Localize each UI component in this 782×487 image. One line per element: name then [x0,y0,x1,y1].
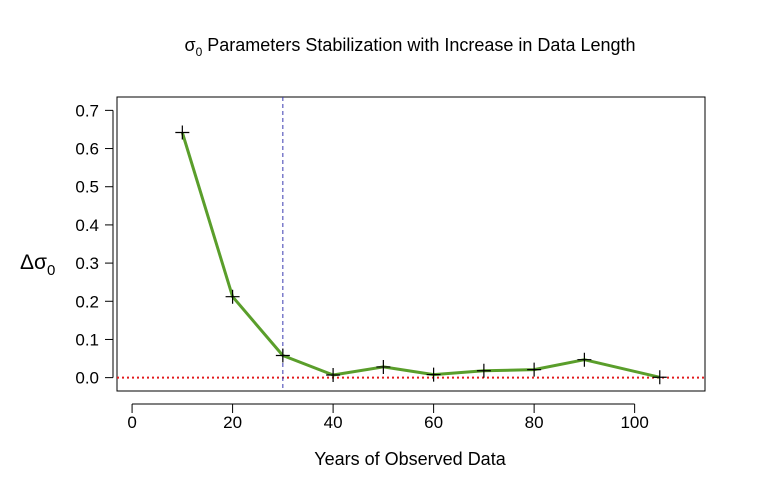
y-axis-label: Δσ0 [20,251,55,279]
x-tick-label: 0 [127,413,136,432]
y-tick-label: 0.6 [75,140,99,159]
y-axis: 0.0 0.1 0.2 0.3 0.4 0.5 0.6 0.7 [75,101,114,388]
data-point-marker [326,367,341,382]
chart-title: σ0 Parameters Stabilization with Increas… [184,35,635,59]
series-line [180,132,661,379]
x-tick-label: 20 [223,413,242,432]
y-tick-label: 0.2 [75,292,99,311]
marker-layer [175,125,667,385]
data-point-marker [577,352,592,367]
x-axis: 0 20 40 60 80 100 [127,403,649,432]
plot-frame [116,96,706,392]
data-point-marker [275,348,290,363]
x-tick-label: 80 [525,413,544,432]
y-tick-label: 0.4 [75,216,99,235]
data-point-marker [175,125,190,140]
data-point-marker [527,362,542,377]
x-tick-label: 40 [324,413,343,432]
data-point-marker [376,359,391,374]
reference-lines [117,97,705,391]
y-tick-label: 0.3 [75,254,99,273]
x-axis-label: Years of Observed Data [314,449,506,469]
data-point-marker [225,289,240,304]
series-layer [180,132,661,379]
y-tick-label: 0.7 [75,101,99,120]
data-point-marker [476,363,491,378]
data-point-marker [426,367,441,382]
data-point-marker [652,370,667,385]
y-tick-label: 0.1 [75,330,99,349]
y-tick-label: 0.5 [75,178,99,197]
x-tick-label: 100 [620,413,648,432]
x-tick-label: 60 [424,413,443,432]
y-tick-label: 0.0 [75,369,99,388]
